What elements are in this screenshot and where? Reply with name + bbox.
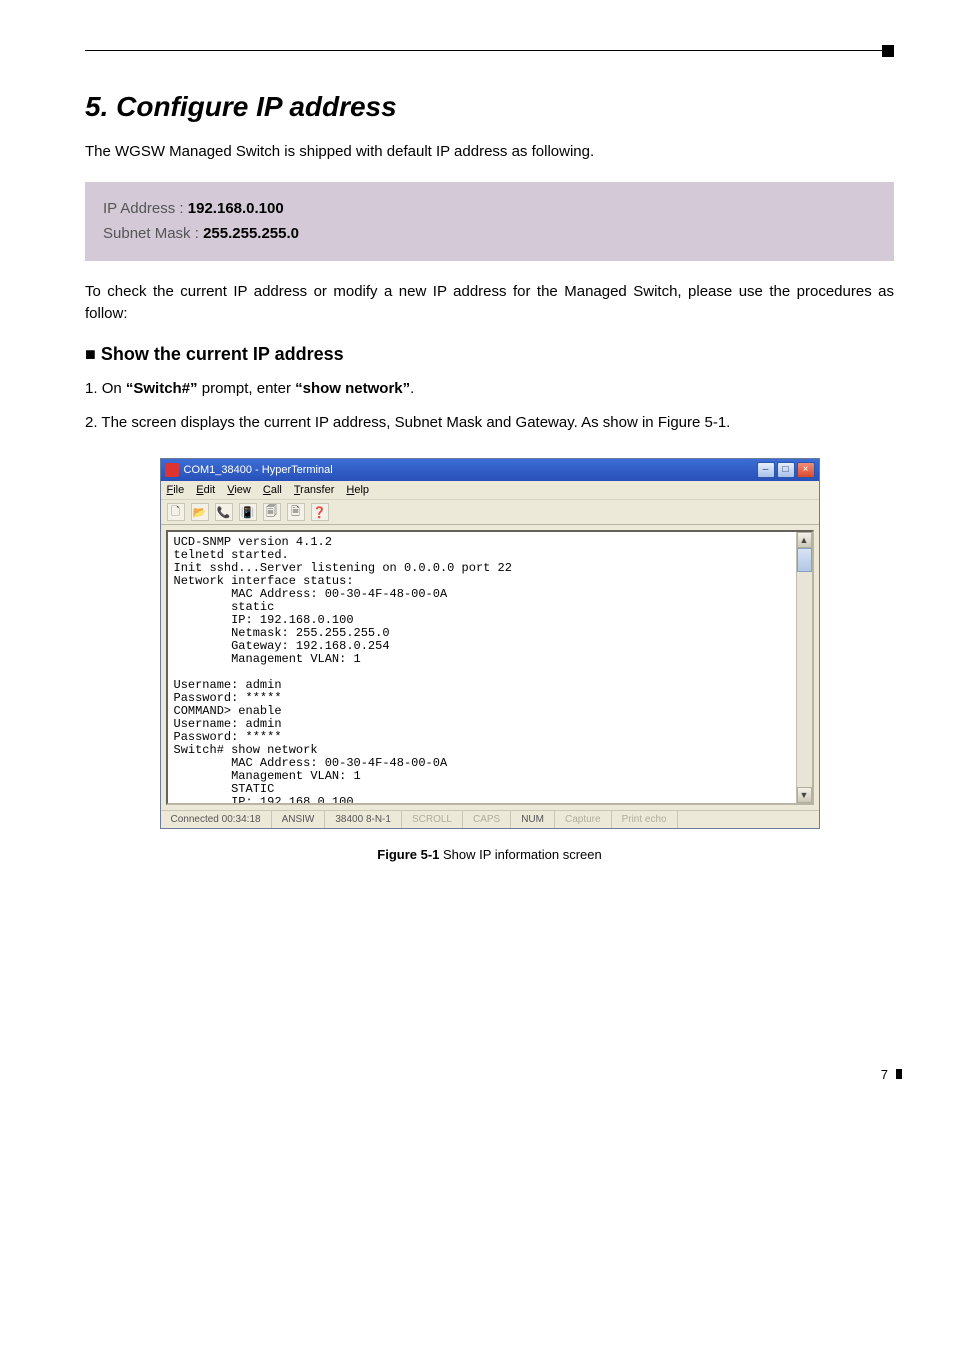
menu-call[interactable]: Call [263, 484, 282, 496]
app-icon [165, 463, 179, 477]
square-bullet: ■ [85, 344, 101, 364]
terminal-output: UCD-SNMP version 4.1.2 telnetd started. … [174, 536, 806, 805]
terminal-window: COM1_38400 - HyperTerminal – □ × File Ed… [160, 458, 820, 829]
status-printecho: Print echo [612, 811, 678, 828]
ip-address-box: IP Address : 192.168.0.100 Subnet Mask :… [85, 182, 894, 261]
toolbar-call-icon[interactable]: 📞 [215, 503, 233, 521]
toolbar: 🗋 📂 📞 📳 🗐 🗎 ❓ [161, 500, 819, 525]
status-caps: CAPS [463, 811, 511, 828]
status-capture: Capture [555, 811, 612, 828]
toolbar-new-icon[interactable]: 🗋 [167, 503, 185, 521]
minimize-button[interactable]: – [757, 462, 775, 478]
menu-file[interactable]: File [167, 484, 185, 496]
status-scroll: SCROLL [402, 811, 463, 828]
terminal-body-wrap: UCD-SNMP version 4.1.2 telnetd started. … [161, 525, 819, 810]
menu-view[interactable]: View [227, 484, 251, 496]
step1-c: prompt, enter [198, 380, 296, 397]
scroll-thumb[interactable] [797, 548, 812, 572]
scroll-down-arrow[interactable]: ▼ [797, 787, 812, 803]
close-button[interactable]: × [797, 462, 815, 478]
menu-help[interactable]: Help [346, 484, 369, 496]
step1-d: “show network” [295, 380, 410, 397]
scroll-up-arrow[interactable]: ▲ [797, 532, 812, 548]
step1-e: . [410, 380, 414, 397]
maximize-button[interactable]: □ [777, 462, 795, 478]
status-connected: Connected 00:34:18 [161, 811, 272, 828]
figure-label: Figure 5-1 [377, 847, 439, 862]
page-top-square [882, 45, 894, 57]
toolbar-paste-icon[interactable]: 🗎 [287, 503, 305, 521]
step-2: The screen displays the current IP addre… [85, 411, 894, 436]
window-title: COM1_38400 - HyperTerminal [184, 464, 757, 476]
status-emulation: ANSIW [272, 811, 326, 828]
step1-a: On [102, 380, 126, 397]
terminal-body: UCD-SNMP version 4.1.2 telnetd started. … [166, 530, 814, 805]
toolbar-help-icon[interactable]: ❓ [311, 503, 329, 521]
status-settings: 38400 8-N-1 [325, 811, 402, 828]
menu-bar: File Edit View Call Transfer Help [161, 481, 819, 500]
step-1: On “Switch#” prompt, enter “show network… [85, 377, 894, 402]
figure-caption: Figure 5-1 Show IP information screen [85, 847, 894, 862]
menu-edit[interactable]: Edit [196, 484, 215, 496]
page-footer: 7 [85, 1062, 894, 1082]
vertical-scrollbar[interactable]: ▲ ▼ [796, 532, 812, 803]
paragraph-2: To check the current IP address or modif… [85, 281, 894, 326]
toolbar-hang-icon[interactable]: 📳 [239, 503, 257, 521]
page-top-rule [85, 50, 894, 51]
status-bar: Connected 00:34:18 ANSIW 38400 8-N-1 SCR… [161, 810, 819, 828]
toolbar-open-icon[interactable]: 📂 [191, 503, 209, 521]
ip-value: 192.168.0.100 [188, 200, 284, 217]
menu-transfer[interactable]: Transfer [294, 484, 335, 496]
ip-label: IP Address : [103, 200, 188, 217]
window-titlebar: COM1_38400 - HyperTerminal – □ × [161, 459, 819, 481]
step1-b: “Switch#” [126, 380, 198, 397]
mask-label: Subnet Mask : [103, 225, 203, 242]
intro-paragraph: The WGSW Managed Switch is shipped with … [85, 141, 894, 164]
figure-text: Show IP information screen [439, 847, 601, 862]
steps-list: On “Switch#” prompt, enter “show network… [85, 377, 894, 437]
page-number: 7 [881, 1067, 894, 1082]
status-num: NUM [511, 811, 555, 828]
sub-heading-text: Show the current IP address [101, 344, 344, 364]
page-footer-bar [896, 1069, 902, 1079]
mask-value: 255.255.255.0 [203, 225, 299, 242]
section-title: 5. Configure IP address [85, 91, 894, 123]
sub-heading: ■ Show the current IP address [85, 344, 894, 365]
scroll-track[interactable] [797, 548, 812, 787]
window-buttons: – □ × [757, 462, 815, 478]
toolbar-copy-icon[interactable]: 🗐 [263, 503, 281, 521]
